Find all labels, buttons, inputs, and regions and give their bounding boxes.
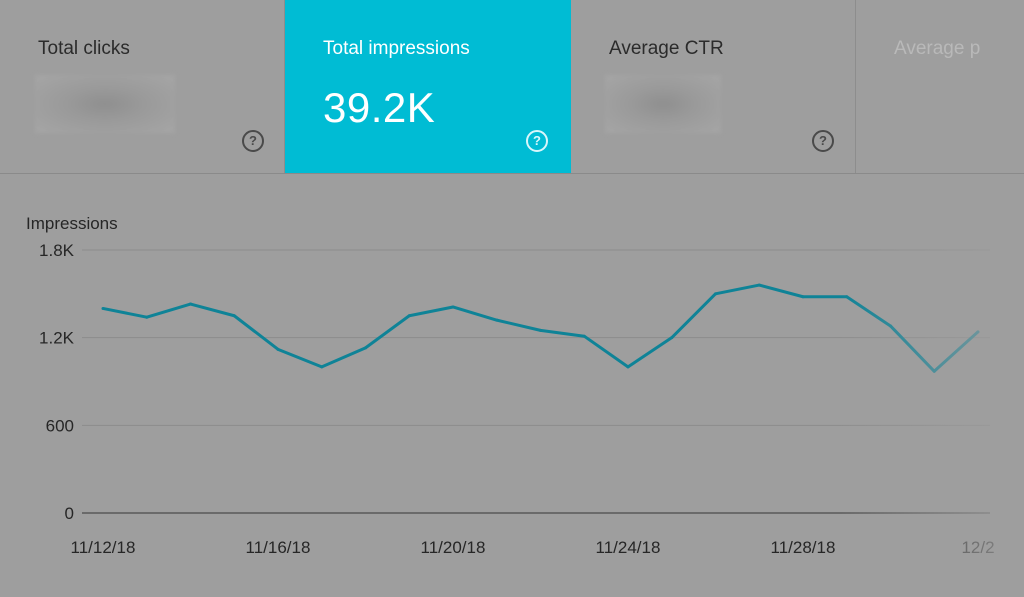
y-axis-label: Impressions — [26, 214, 118, 233]
card-total-impressions[interactable]: Total impressions 39.2K ? — [285, 0, 571, 173]
impressions-chart: Impressions 0 600 1.2K 1.8K 11/12/18 11/16/1… — [26, 174, 1024, 597]
data-point — [801, 295, 805, 299]
card-label: Total clicks — [38, 38, 130, 59]
card-total-clicks[interactable]: Total clicks ? — [0, 0, 285, 173]
y-ticks: 0 600 1.2K 1.8K — [39, 241, 75, 523]
data-point — [582, 334, 586, 338]
help-icon[interactable]: ? — [526, 130, 548, 152]
data-point — [539, 328, 542, 332]
data-point — [145, 315, 149, 319]
card-label: Total impressions — [323, 38, 470, 59]
card-label: Average p — [894, 38, 981, 59]
y-tick-label: 600 — [46, 416, 74, 435]
right-fade-overlay — [840, 174, 1024, 597]
x-tick-label: 11/24/18 — [596, 538, 661, 557]
data-point — [495, 318, 499, 322]
data-point — [757, 283, 761, 287]
card-label: Average CTR — [609, 38, 724, 59]
card-average-ctr[interactable]: Average CTR ? — [571, 0, 856, 173]
blurred-value — [605, 75, 721, 133]
x-tick-label: 11/28/18 — [771, 538, 836, 557]
data-point — [189, 302, 192, 306]
gridlines — [82, 249, 990, 514]
data-point — [670, 336, 674, 340]
help-icon[interactable]: ? — [812, 130, 834, 152]
blurred-value — [35, 75, 175, 133]
data-point — [407, 314, 411, 318]
data-point — [101, 306, 105, 310]
data-point — [451, 305, 455, 309]
x-tick-label: 11/12/18 — [71, 538, 136, 557]
metric-cards: Total clicks ? Total impressions 39.2K ?… — [0, 0, 1024, 174]
data-point — [276, 347, 280, 351]
data-point — [364, 346, 367, 350]
y-tick-label: 0 — [65, 504, 74, 523]
x-tick-label: 11/20/18 — [421, 538, 486, 557]
data-point — [714, 292, 717, 296]
card-value: 39.2K — [323, 84, 436, 131]
x-tick-label: 11/16/18 — [246, 538, 311, 557]
data-point — [626, 365, 630, 369]
data-point — [232, 314, 236, 318]
card-average-position[interactable]: Average p — [856, 0, 1024, 173]
help-icon[interactable]: ? — [242, 130, 264, 152]
y-tick-label: 1.8K — [39, 241, 75, 260]
data-point — [320, 365, 324, 369]
y-tick-label: 1.2K — [39, 329, 75, 348]
